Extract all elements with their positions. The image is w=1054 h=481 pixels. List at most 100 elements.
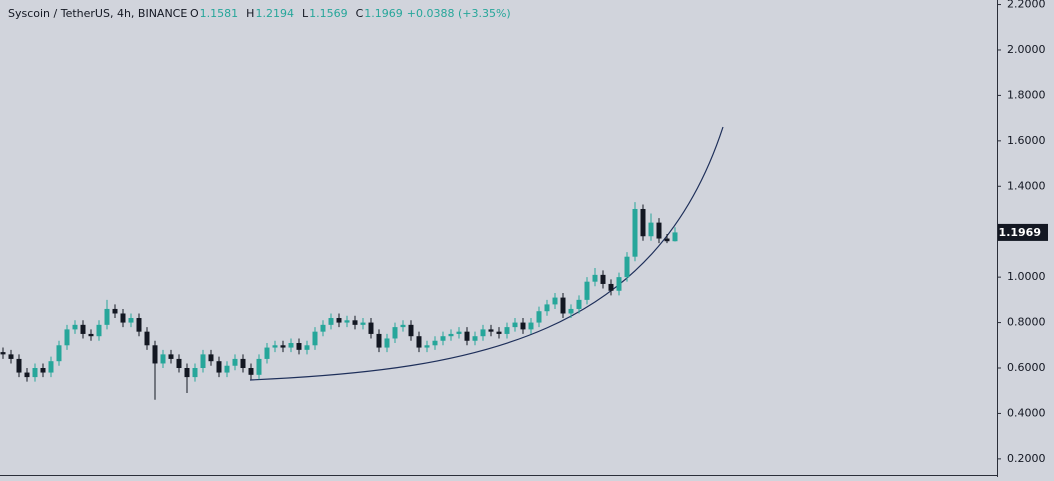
candle-body	[616, 277, 622, 291]
candle-body	[344, 320, 350, 323]
candle-body	[104, 308, 110, 325]
candle-body	[160, 354, 166, 364]
candle-body	[216, 361, 222, 373]
candle-body	[648, 222, 654, 237]
candle-body	[208, 354, 214, 362]
candle-body	[536, 311, 542, 323]
candle-body	[280, 345, 286, 348]
ohlc-key: O	[190, 7, 199, 20]
candle-body	[88, 333, 94, 337]
ohlc-value: 1.1569	[309, 7, 348, 20]
ohlc-value: 1.1969	[364, 7, 403, 20]
candle-body	[488, 329, 494, 332]
candle-body	[264, 347, 270, 359]
candle-body	[232, 358, 238, 366]
candle-body	[184, 368, 190, 378]
candle-body	[424, 345, 430, 348]
y-tick-label: 0.2000	[1007, 452, 1046, 465]
candle-body	[176, 358, 182, 369]
y-tick-label: 1.0000	[1007, 270, 1046, 283]
candle-body	[376, 333, 382, 348]
candle-body	[112, 308, 118, 314]
candle-body	[288, 343, 294, 348]
candle-body	[56, 345, 62, 362]
candle-body	[624, 256, 630, 278]
candle-body	[568, 308, 574, 314]
candle-body	[296, 343, 302, 350]
candle-body	[304, 345, 310, 350]
candle-body	[592, 274, 598, 282]
candle-body	[48, 361, 54, 373]
candle-body	[40, 368, 46, 373]
candle-body	[520, 322, 526, 330]
candle-body	[240, 358, 246, 369]
candle-body	[464, 331, 470, 341]
symbol: Syscoin / TetherUS, 4h, BINANCE	[8, 7, 187, 20]
y-tick-label: 2.0000	[1007, 43, 1046, 56]
candle-body	[200, 354, 206, 369]
candle-body	[24, 372, 30, 378]
candle-body	[544, 304, 550, 312]
candles	[0, 202, 678, 400]
candle-body	[504, 327, 510, 334]
y-tick-label: 1.6000	[1007, 134, 1046, 147]
candle-body	[600, 274, 606, 284]
candle-body	[656, 222, 662, 239]
candle-body	[0, 352, 6, 355]
candle-body	[640, 208, 646, 237]
candle-body	[632, 208, 638, 257]
candle-body	[664, 238, 670, 242]
candle-body	[456, 331, 462, 334]
candle-body	[512, 322, 518, 328]
candle-body	[248, 368, 254, 375]
candle-body	[16, 358, 22, 373]
candle-body	[352, 320, 358, 325]
price-tag	[998, 223, 1048, 241]
candle-body	[368, 322, 374, 334]
candle-body	[256, 358, 262, 375]
candle-body	[480, 329, 486, 337]
candle-body	[224, 365, 230, 373]
candle-body	[384, 338, 390, 348]
ohlc-value: 1.1581	[200, 7, 239, 20]
candle-body	[440, 336, 446, 341]
y-tick-label: 2.2000	[1007, 0, 1046, 11]
y-tick-label: 0.8000	[1007, 316, 1046, 329]
candle-body	[448, 333, 454, 337]
y-tick-label: 1.8000	[1007, 88, 1046, 101]
ohlc-key: H	[246, 7, 254, 20]
candle-body	[336, 318, 342, 323]
candle-body	[528, 322, 534, 330]
price-tag-label: 1.1969	[999, 226, 1041, 239]
candle-body	[320, 324, 326, 332]
candle-body	[576, 299, 582, 309]
y-tick-label: 1.4000	[1007, 179, 1046, 192]
trend-curve	[249, 126, 724, 381]
y-tick-label: 0.4000	[1007, 406, 1046, 419]
candle-body	[272, 345, 278, 348]
y-tick-label: 0.6000	[1007, 361, 1046, 374]
ohlc-key: C	[356, 7, 364, 20]
candle-body	[72, 324, 78, 330]
ohlc-value: 1.2194	[255, 7, 294, 20]
candle-body	[144, 331, 150, 346]
candle-body	[672, 232, 678, 242]
candle-body	[472, 336, 478, 341]
change: +0.0388 (+3.35%)	[407, 7, 511, 20]
candle-body	[560, 297, 566, 314]
candle-body	[552, 297, 558, 305]
candle-body	[360, 322, 366, 325]
candle-body	[584, 281, 590, 300]
ohlc: O 1.1581 H 1.2194 L 1.1569 C 1.1969 +0.0388 (+3.…	[190, 7, 511, 20]
candle-body	[312, 331, 318, 346]
candle-body	[64, 329, 70, 346]
ohlc-key: L	[302, 7, 309, 20]
candle-body	[408, 324, 414, 337]
candle-body	[416, 336, 422, 348]
candle-body	[80, 324, 86, 334]
candle-body	[400, 324, 406, 328]
candle-body	[192, 368, 198, 378]
